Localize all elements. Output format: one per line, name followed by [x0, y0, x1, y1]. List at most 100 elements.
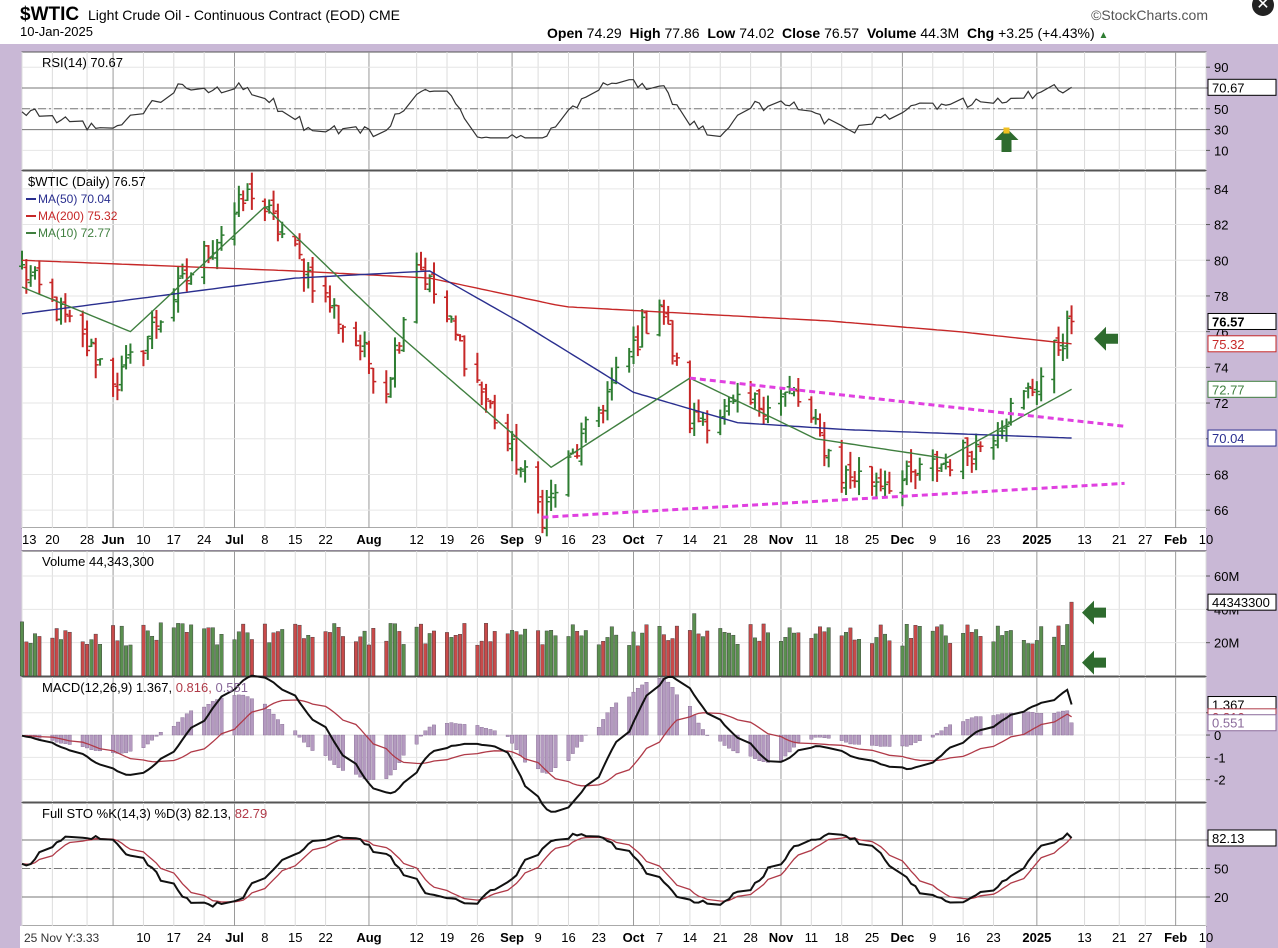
macd-hist-bar [445, 723, 449, 736]
macd-line [21, 674, 1073, 813]
close-icon[interactable]: ✕ [1252, 0, 1274, 16]
chg-up-icon: ▲ [1098, 30, 1109, 41]
volume-bar [965, 624, 970, 677]
ma50-tag: 70.04 [1212, 431, 1245, 446]
macd-hist-bar [328, 734, 332, 761]
macd-hist-bar [210, 701, 215, 736]
macd-legend-part-2: 0.816, [176, 680, 216, 695]
macd-hist-bar [761, 734, 766, 762]
macd-hist-bar [206, 704, 211, 736]
volume-bar [141, 624, 146, 677]
price-panel [21, 170, 1207, 529]
sto-d-line [21, 836, 1073, 903]
macd-hist-bar [1004, 713, 1009, 736]
vol-panel [21, 550, 1207, 677]
volume-bar [809, 638, 814, 677]
macd-hist-bar [119, 734, 124, 754]
volume-bar [700, 636, 705, 677]
macd-hist-bar [262, 703, 267, 736]
macd-hist-bar [575, 734, 580, 748]
volume-bar [722, 632, 727, 677]
x-tick-label: 25 [865, 532, 879, 547]
macd-hist-bar [275, 719, 280, 736]
volume-bar [145, 630, 150, 677]
macd-hist-bar [518, 734, 523, 756]
macd-hist-bar [540, 734, 545, 773]
close-tag: 76.57 [1212, 314, 1245, 329]
sto-legend-part-2: 82.79 [235, 806, 268, 821]
x-tick-label: 20 [45, 532, 59, 547]
symbol-description: Light Crude Oil - Continuous Contract (E… [88, 7, 400, 23]
volume-bar [614, 634, 619, 677]
macd-hist-bar [826, 734, 831, 739]
macd-hist-bar [514, 734, 519, 750]
volume-bar [917, 626, 922, 677]
volume-bar [518, 634, 523, 677]
macd-panel [21, 676, 1207, 803]
volume-bar [904, 624, 909, 677]
macd-hist-bar [458, 723, 462, 736]
volume-bar [397, 631, 402, 677]
volume-bar [995, 625, 1000, 677]
volume-bar [236, 631, 241, 677]
sto-tag: 82.13 [1212, 831, 1245, 846]
macd-hist-bar [661, 678, 666, 736]
macd-hist-bar [969, 717, 974, 736]
volume-bar [870, 643, 874, 677]
sto-legend: Full STO %K(14,3) %D(3) 82.13, 82.79 [42, 806, 267, 821]
macd-hist-bar [297, 734, 302, 738]
macd-hist-bar [900, 734, 905, 747]
x-tick-label-bottom: Sep [500, 930, 524, 945]
macd-hist-bar [666, 681, 671, 736]
volume-bar [171, 627, 176, 677]
volume-bar [1034, 640, 1039, 677]
macd-hist-bar [111, 734, 115, 753]
macd-hist-bar [961, 721, 966, 736]
macd-hist-bar [917, 734, 922, 742]
ma200-line [21, 259, 1072, 345]
volume-bar [358, 636, 363, 677]
volume-bar [401, 644, 406, 677]
macd-legend: MACD(12,26,9) 1.367, 0.816, 0.551 [42, 680, 248, 695]
volume-bar [85, 644, 89, 677]
macd-hist-bar [718, 734, 723, 742]
ma10-legend: MA(10) 72.77 [38, 226, 111, 240]
volume-bar [583, 630, 588, 677]
volume-bar [852, 639, 857, 677]
macd-hist-bar [150, 734, 154, 741]
chart-canvas[interactable]: 131320202828JunJun101017172424JulJul8815… [0, 44, 1278, 948]
macd-hist-bar [362, 734, 367, 779]
volume-bar [735, 644, 740, 677]
description-text: Light Crude Oil - Continuous Contract (E… [88, 7, 365, 23]
macd-hist-bar [1021, 712, 1026, 736]
x-tick-label: 16 [956, 532, 970, 547]
macd-hist-bar [1052, 712, 1057, 736]
x-tick-label-bottom: 9 [534, 930, 541, 945]
ma10-line [21, 205, 1072, 469]
volume-bar [115, 640, 120, 677]
macd-hist-bar [631, 691, 636, 736]
volume-bar [601, 641, 606, 677]
macd-hist-bar [219, 697, 224, 736]
macd-hist-bar [449, 722, 454, 736]
x-tick-label-bottom: 16 [956, 930, 970, 945]
volume-bar [488, 641, 493, 677]
symbol: $WTIC [20, 4, 80, 25]
x-tick-label-bottom: 24 [197, 930, 211, 945]
volume-bar [505, 633, 510, 677]
y-tick-label: 20 [1214, 890, 1228, 905]
volume-bar [341, 636, 345, 677]
macd-hist-bar [367, 734, 371, 780]
price-arrow-icon [1094, 326, 1118, 351]
volume-bar [362, 630, 367, 677]
macd-hist-bar [601, 719, 606, 736]
macd-hist-bar [848, 734, 853, 745]
volume-bar [20, 621, 24, 677]
high-value: 77.86 [664, 25, 700, 41]
x-tick-label-bottom: Dec [890, 930, 914, 945]
volume-bar [718, 628, 723, 677]
volume-bar [818, 626, 822, 677]
axis1-axis-bg [22, 528, 1206, 550]
macd-legend-part-3: 0.551 [215, 680, 248, 695]
brand[interactable]: ©StockCharts.com [1091, 7, 1208, 23]
